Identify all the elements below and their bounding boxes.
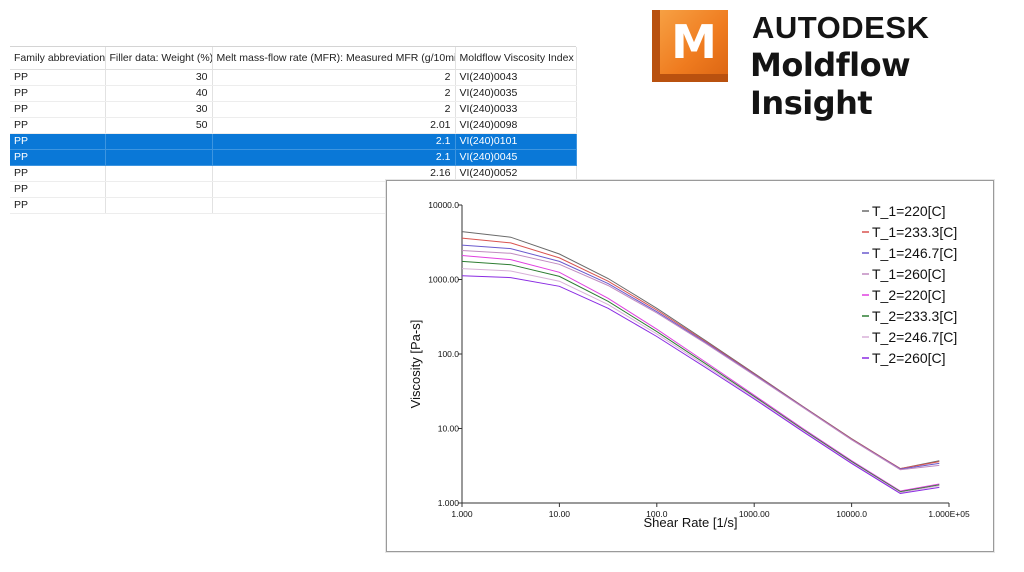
- logo-letter: M: [671, 15, 717, 69]
- cell-mfr[interactable]: 2.1: [212, 133, 456, 150]
- cell-filler[interactable]: [105, 181, 213, 198]
- autodesk-logo: M AUTODESK Moldflow Insight: [652, 8, 1022, 122]
- x-tick-label: 10000.0: [836, 509, 867, 519]
- cell-family[interactable]: PP: [10, 165, 106, 182]
- cell-family[interactable]: PP: [10, 181, 106, 198]
- cell-filler[interactable]: [105, 197, 213, 214]
- cell-viscosity-index[interactable]: VI(240)0033: [455, 101, 577, 118]
- legend-label: T_1=233.3[C]: [872, 224, 957, 240]
- series-line-3: [461, 244, 940, 470]
- x-tick-label: 10.00: [549, 509, 571, 519]
- column-header-filler[interactable]: Filler data: Weight (%): [105, 47, 213, 70]
- cell-mfr[interactable]: 2.1: [212, 149, 456, 166]
- cell-viscosity-index[interactable]: VI(240)0052: [455, 165, 577, 182]
- cell-filler[interactable]: 30: [105, 101, 213, 118]
- cell-family[interactable]: PP: [10, 101, 106, 118]
- cell-family[interactable]: PP: [10, 133, 106, 150]
- cell-viscosity-index[interactable]: VI(240)0035: [455, 85, 577, 102]
- y-tick-label: 100.0: [438, 349, 460, 359]
- cell-viscosity-index[interactable]: VI(240)0101: [455, 133, 577, 150]
- legend-label: T_2=233.3[C]: [872, 308, 957, 324]
- legend-label: T_1=246.7[C]: [872, 245, 957, 261]
- column-header-mfr[interactable]: Melt mass-flow rate (MFR): Measured MFR …: [212, 47, 456, 70]
- legend-label: T_2=246.7[C]: [872, 329, 957, 345]
- series-line-8: [461, 275, 940, 495]
- cell-family[interactable]: PP: [10, 197, 106, 214]
- series-line-2: [461, 237, 940, 470]
- table-row[interactable]: PP 30 2 VI(240)0033: [10, 101, 577, 118]
- cell-mfr[interactable]: 2: [212, 85, 456, 102]
- cell-family[interactable]: PP: [10, 69, 106, 86]
- legend-label: T_1=260[C]: [872, 266, 946, 282]
- cell-mfr[interactable]: 2.16: [212, 165, 456, 182]
- viscosity-chart-panel: 1.000 10.00 100.0 1000.00 10000.0 1.000E+05 1.…: [386, 180, 994, 552]
- x-tick-label: 1000.00: [739, 509, 770, 519]
- column-header-family[interactable]: Family abbreviation: [10, 47, 106, 70]
- cell-mfr[interactable]: 2.01: [212, 117, 456, 134]
- table-row[interactable]: PP 2.1 VI(240)0101: [10, 133, 577, 150]
- cell-filler[interactable]: [105, 165, 213, 182]
- cell-filler[interactable]: [105, 133, 213, 150]
- cell-filler[interactable]: 30: [105, 69, 213, 86]
- cell-mfr[interactable]: 2: [212, 101, 456, 118]
- x-tick-label: 1.000: [451, 509, 473, 519]
- brand-name: AUTODESK: [752, 10, 930, 45]
- column-header-viscosity-index[interactable]: Moldflow Viscosity Index: [455, 47, 577, 70]
- cell-mfr[interactable]: 2: [212, 69, 456, 86]
- table-row[interactable]: PP 40 2 VI(240)0035: [10, 85, 577, 102]
- series-line-1: [461, 231, 940, 470]
- series-line-4: [461, 250, 940, 471]
- legend-label: T_2=260[C]: [872, 350, 946, 366]
- y-tick-label: 10000.0: [428, 200, 459, 210]
- table-row[interactable]: PP 30 2 VI(240)0043: [10, 69, 577, 86]
- table-row[interactable]: PP 2.1 VI(240)0045: [10, 149, 577, 166]
- cell-viscosity-index[interactable]: VI(240)0045: [455, 149, 577, 166]
- cell-family[interactable]: PP: [10, 149, 106, 166]
- legend-label: T_2=220[C]: [872, 287, 946, 303]
- cell-filler[interactable]: 50: [105, 117, 213, 134]
- product-name: Moldflow Insight: [750, 46, 911, 122]
- cell-viscosity-index[interactable]: VI(240)0098: [455, 117, 577, 134]
- series-line-6: [461, 260, 940, 493]
- x-axis-title: Shear Rate [1/s]: [644, 515, 738, 530]
- cell-family[interactable]: PP: [10, 85, 106, 102]
- moldflow-logo-icon: M: [652, 10, 728, 82]
- x-tick-label: 1.000E+05: [928, 509, 970, 519]
- cell-viscosity-index[interactable]: VI(240)0043: [455, 69, 577, 86]
- x-tick-label: 100.0: [646, 509, 668, 519]
- series-line-5: [461, 255, 940, 492]
- cell-filler[interactable]: [105, 149, 213, 166]
- y-tick-label: 1000.00: [428, 275, 459, 285]
- table-row[interactable]: PP 50 2.01 VI(240)0098: [10, 117, 577, 134]
- table-row[interactable]: PP 2.16 VI(240)0052: [10, 165, 577, 182]
- table-header-row: Family abbreviation Filler data: Weight …: [10, 47, 577, 70]
- y-tick-label: 1.000: [438, 498, 460, 508]
- legend-label: T_1=220[C]: [872, 203, 946, 219]
- y-tick-label: 10.00: [438, 424, 460, 434]
- cell-filler[interactable]: 40: [105, 85, 213, 102]
- viscosity-chart: 1.000 10.00 100.0 1000.00 10000.0 1.000E+05 1.…: [408, 200, 970, 530]
- series-line-7: [461, 268, 940, 494]
- cell-family[interactable]: PP: [10, 117, 106, 134]
- y-axis-title: Viscosity [Pa-s]: [408, 320, 423, 409]
